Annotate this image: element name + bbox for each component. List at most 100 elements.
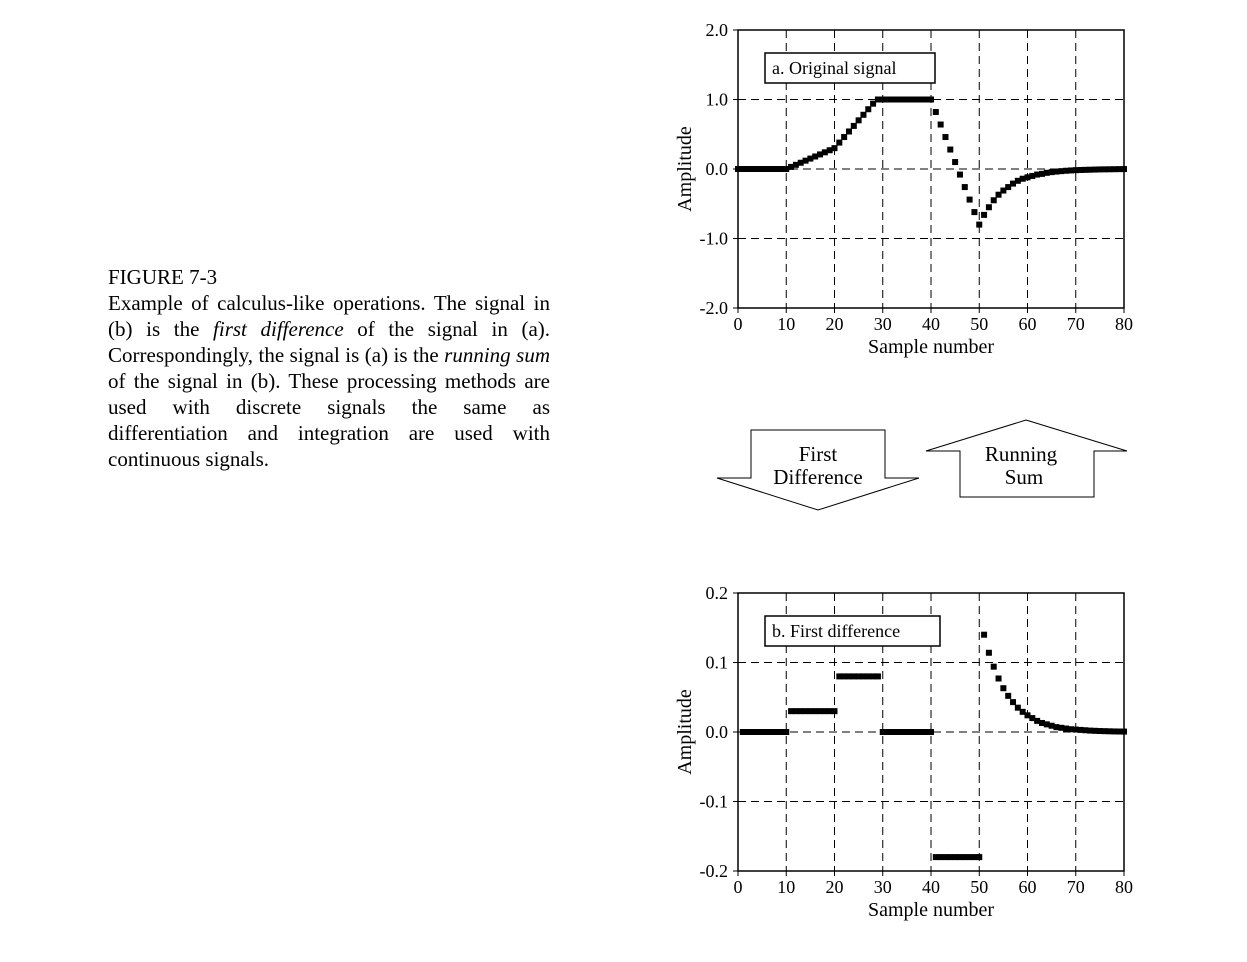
data-point bbox=[1092, 166, 1099, 173]
data-point bbox=[759, 166, 766, 172]
data-point bbox=[952, 854, 959, 861]
data-point bbox=[1010, 699, 1017, 706]
data-point bbox=[1058, 724, 1065, 731]
x-tick-label: 20 bbox=[826, 877, 844, 897]
data-point bbox=[870, 673, 877, 680]
data-point bbox=[976, 221, 983, 228]
data-point bbox=[1087, 727, 1094, 734]
data-point bbox=[1082, 727, 1089, 734]
data-point bbox=[932, 854, 939, 861]
data-point bbox=[773, 729, 780, 735]
up-arrow-shape bbox=[925, 419, 1128, 498]
data-point bbox=[865, 673, 872, 680]
x-tick-label: 20 bbox=[826, 314, 844, 334]
y-axis-label: Amplitude bbox=[674, 126, 696, 212]
data-point bbox=[1111, 166, 1118, 173]
data-point bbox=[826, 708, 833, 715]
data-point bbox=[1063, 167, 1070, 174]
data-point bbox=[792, 708, 799, 715]
data-point bbox=[744, 166, 751, 172]
data-point bbox=[826, 147, 833, 154]
data-point bbox=[1048, 722, 1055, 729]
data-point bbox=[961, 184, 968, 191]
data-point bbox=[754, 729, 761, 735]
data-point bbox=[1087, 166, 1094, 173]
data-point bbox=[956, 854, 963, 861]
data-point bbox=[1096, 166, 1103, 173]
x-tick-label: 50 bbox=[970, 314, 988, 334]
data-point bbox=[894, 96, 901, 103]
data-point bbox=[1019, 708, 1026, 715]
caption-text-1: Example of calculus-like operations. The… bbox=[108, 291, 550, 341]
data-point bbox=[783, 166, 790, 172]
data-point bbox=[768, 166, 775, 172]
data-point bbox=[778, 729, 785, 735]
data-point bbox=[807, 155, 814, 162]
data-point bbox=[899, 729, 906, 735]
data-point bbox=[879, 96, 886, 103]
data-point bbox=[821, 149, 828, 156]
up-arrow-label-line1: Running bbox=[985, 442, 1058, 466]
data-point bbox=[855, 673, 862, 680]
data-point bbox=[976, 854, 983, 861]
data-point bbox=[1048, 169, 1055, 176]
down-arrow-label-line2: Difference bbox=[773, 465, 862, 489]
data-point bbox=[918, 729, 925, 735]
y-tick-label: 0.2 bbox=[706, 583, 729, 603]
first-difference-arrow: First Difference bbox=[716, 429, 920, 511]
data-point bbox=[908, 729, 915, 735]
data-point bbox=[1067, 726, 1074, 733]
data-point bbox=[778, 166, 785, 172]
x-tick-label: 60 bbox=[1019, 877, 1037, 897]
y-tick-label: -0.2 bbox=[700, 861, 729, 881]
y-tick-label: 0.0 bbox=[706, 159, 729, 179]
data-point bbox=[1106, 728, 1113, 735]
data-point bbox=[1038, 719, 1045, 726]
data-point bbox=[1072, 167, 1079, 174]
data-point bbox=[788, 163, 795, 170]
data-point bbox=[807, 708, 814, 715]
data-point bbox=[1043, 169, 1050, 176]
data-point bbox=[1096, 728, 1103, 735]
y-tick-label: -1.0 bbox=[700, 229, 729, 249]
data-point bbox=[985, 649, 992, 656]
data-point bbox=[1063, 725, 1070, 732]
data-point bbox=[744, 729, 751, 735]
data-point bbox=[1000, 685, 1007, 692]
data-point bbox=[1034, 171, 1041, 178]
data-point bbox=[850, 673, 857, 680]
data-point bbox=[1077, 166, 1084, 173]
data-point bbox=[990, 197, 997, 204]
data-point bbox=[788, 708, 795, 715]
data-point bbox=[1067, 167, 1074, 174]
y-tick-label: -2.0 bbox=[700, 298, 729, 318]
chart-title-box bbox=[764, 52, 936, 84]
data-point bbox=[889, 96, 896, 103]
data-point bbox=[1014, 704, 1021, 711]
x-tick-label: 40 bbox=[922, 877, 940, 897]
x-axis-label: Sample number bbox=[868, 899, 994, 921]
data-point bbox=[783, 729, 790, 735]
figure-label: FIGURE 7-3 bbox=[108, 265, 218, 289]
x-axis-label: Sample number bbox=[868, 336, 994, 358]
data-point bbox=[894, 729, 901, 735]
data-point bbox=[841, 673, 848, 680]
x-tick-label: 70 bbox=[1067, 877, 1085, 897]
data-point bbox=[865, 106, 872, 113]
data-point bbox=[759, 729, 766, 735]
data-point bbox=[995, 675, 1002, 682]
data-point bbox=[990, 663, 997, 670]
data-point bbox=[739, 166, 746, 172]
chart-title-box bbox=[764, 615, 941, 647]
x-tick-label: 10 bbox=[777, 314, 795, 334]
x-tick-label: 80 bbox=[1115, 877, 1133, 897]
data-point bbox=[845, 128, 852, 135]
data-point bbox=[850, 122, 857, 129]
data-point bbox=[889, 729, 896, 735]
up-arrow-label-line2: Sum bbox=[1005, 465, 1044, 489]
data-point bbox=[1034, 717, 1041, 724]
x-tick-label: 30 bbox=[874, 877, 892, 897]
data-point bbox=[749, 729, 756, 735]
data-point bbox=[1024, 174, 1031, 181]
data-point bbox=[1019, 175, 1026, 182]
